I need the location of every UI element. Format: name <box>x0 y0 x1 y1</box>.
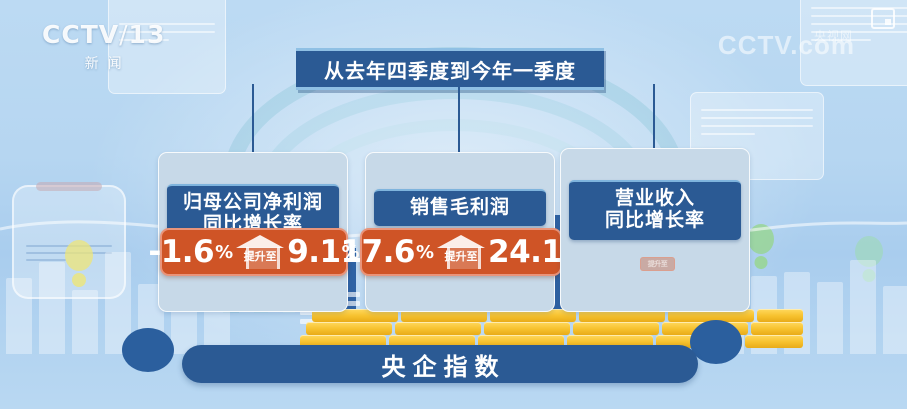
connector-line-1 <box>252 84 254 168</box>
decorative-circle-right <box>690 320 742 364</box>
metric-title-line1: 归母公司净利润 <box>182 192 323 213</box>
metric-title-line2: 同比增长率 <box>604 210 705 232</box>
metric-to-value-gross-profit: 24.1 <box>488 234 563 270</box>
decorative-circle-left <box>122 328 174 372</box>
metric-card-revenue[interactable]: 营业收入 同比增长率 <box>560 148 750 312</box>
decorative-balloon-green-right <box>855 236 883 282</box>
background-panel-left <box>108 0 226 94</box>
metric-card-title-revenue: 营业收入 同比增长率 <box>569 180 741 240</box>
increase-arrow-icon-net-profit: 提升至 <box>236 235 285 269</box>
decorative-balloon-yellow <box>65 240 93 287</box>
background-panel-right <box>800 0 907 86</box>
cctv-channel-name: 新闻 <box>84 55 131 71</box>
watermark-main-text: CCTV.com <box>717 30 855 60</box>
metric-title-line1: 销售毛利润 <box>409 197 510 218</box>
metric-to-value-net-profit: 9.1 <box>287 234 341 270</box>
watermark-cn-text: 央视网 <box>813 29 853 43</box>
cctv13-logo: CCTV/13 新闻 <box>42 22 165 73</box>
metric-value-pill-revenue-incoming: 提升至 <box>640 257 675 271</box>
metric-card-title-gross-profit: 销售毛利润 <box>374 189 546 227</box>
metric-title-line1: 营业收入 <box>614 188 695 209</box>
metric-from-unit-net-profit: % <box>215 241 234 263</box>
increase-arrow-icon-gross-profit: 提升至 <box>437 235 485 269</box>
metric-to-unit-net-profit: % <box>341 241 360 263</box>
cctv-logo-slash: / <box>119 20 129 49</box>
metric-from-value-net-profit: -1.6 <box>148 234 215 270</box>
corner-logo-icon <box>871 8 895 29</box>
connector-line-2 <box>458 84 460 168</box>
metric-value-pill-gross-profit: 17.6 % 提升至 24.1 % <box>340 228 582 276</box>
increase-arrow-label-gross-profit: 提升至 <box>444 251 478 263</box>
cctv-logo-text: CCTV <box>42 20 120 49</box>
background-device-card <box>12 182 126 299</box>
increase-arrow-label-net-profit: 提升至 <box>243 251 277 263</box>
cctv-channel-number: 13 <box>128 20 166 49</box>
metric-value-pill-net-profit: -1.6 % 提升至 9.1 % <box>148 228 360 276</box>
metric-from-value-gross-profit: 17.6 <box>340 234 415 270</box>
footer-banner: 央企指数 <box>182 345 698 383</box>
cctv-dotcom-watermark: 央视网 CCTV.com <box>717 29 855 60</box>
page-title: 从去年四季度到今年一季度 <box>296 48 604 90</box>
metric-from-unit-gross-profit: % <box>415 241 434 263</box>
connector-line-3 <box>653 84 655 164</box>
gold-bars-row-top <box>312 309 806 322</box>
